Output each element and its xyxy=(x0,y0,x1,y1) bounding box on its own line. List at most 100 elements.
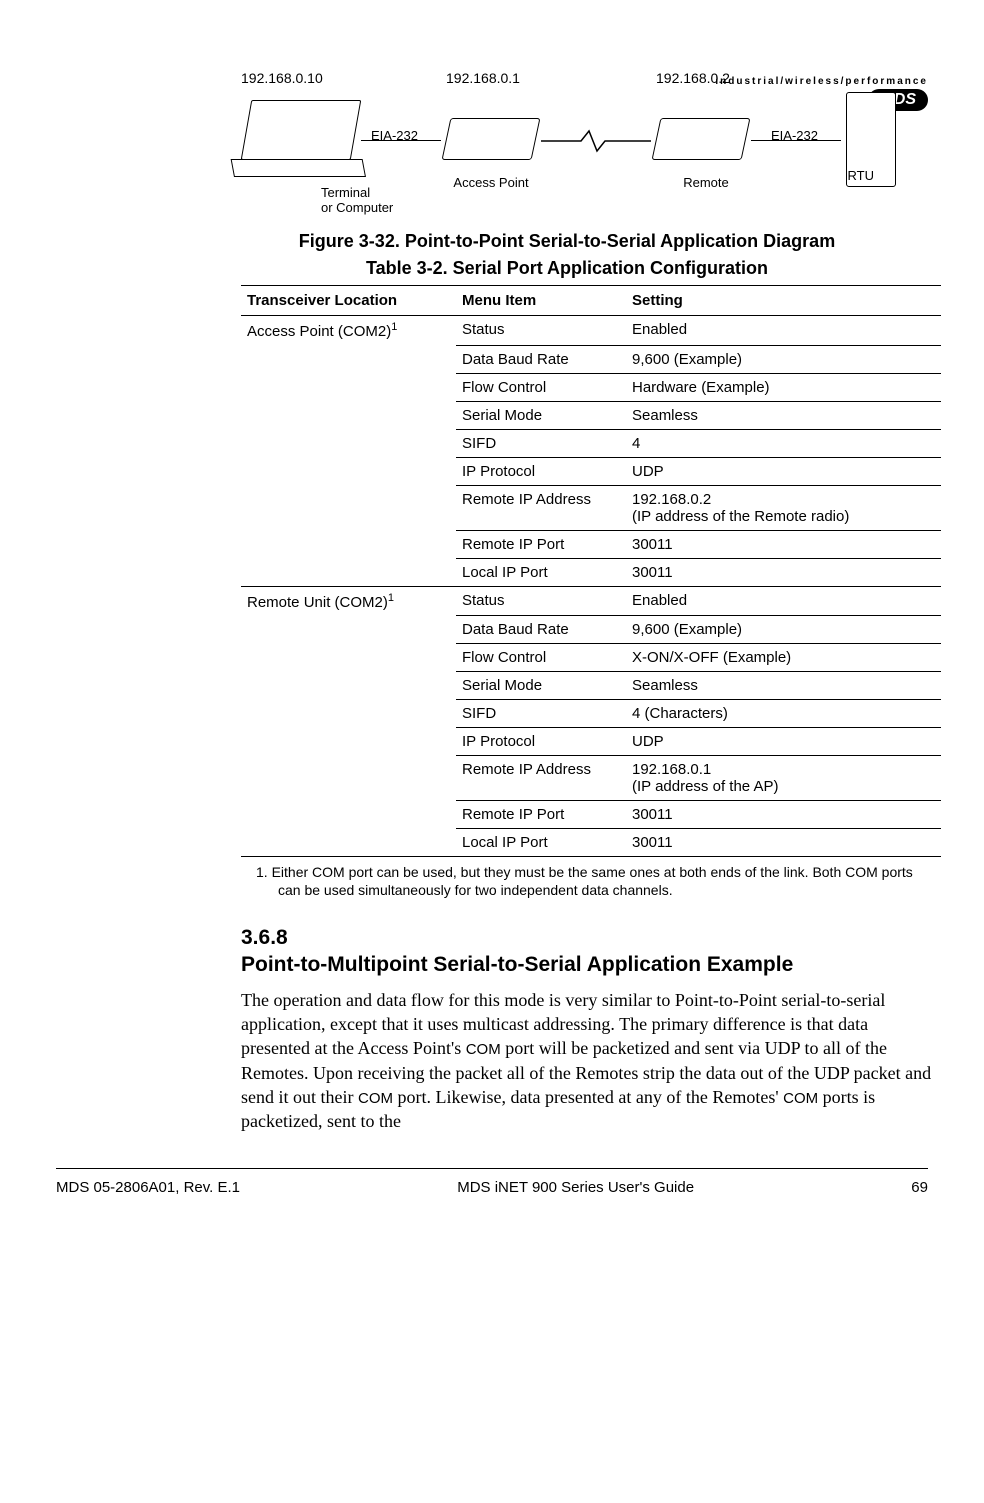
table-row: Data Baud Rate9,600 (Example) xyxy=(241,345,941,373)
cell-menu: Flow Control xyxy=(456,373,626,401)
remote-shape xyxy=(652,118,751,160)
cell-menu: Status xyxy=(456,316,626,346)
cell-menu: Remote IP Address xyxy=(456,485,626,530)
cell-setting: Hardware (Example) xyxy=(626,373,941,401)
section-body: The operation and data flow for this mod… xyxy=(241,988,941,1134)
section-title: Point-to-Multipoint Serial-to-Serial App… xyxy=(241,952,871,978)
table-row: Local IP Port30011 xyxy=(241,558,941,586)
cell-location xyxy=(241,429,456,457)
cell-setting: Enabled xyxy=(626,316,941,346)
table-row: Data Baud Rate9,600 (Example) xyxy=(241,616,941,644)
cell-location xyxy=(241,457,456,485)
cell-location: Access Point (COM2)1 xyxy=(241,316,456,346)
table-row: Remote IP Address192.168.0.1 (IP address… xyxy=(241,756,941,801)
table-row: Serial ModeSeamless xyxy=(241,401,941,429)
cell-menu: Data Baud Rate xyxy=(456,616,626,644)
cell-setting: Seamless xyxy=(626,401,941,429)
table-row: SIFD4 xyxy=(241,429,941,457)
figure-caption: Figure 3-32. Point-to-Point Serial-to-Se… xyxy=(206,231,928,252)
cell-menu: Data Baud Rate xyxy=(456,345,626,373)
access-point-shape xyxy=(442,118,541,160)
table-row: Flow ControlHardware (Example) xyxy=(241,373,941,401)
page-footer: MDS 05-2806A01, Rev. E.1 MDS iNET 900 Se… xyxy=(56,1168,928,1212)
table-row: Remote IP Port30011 xyxy=(241,530,941,558)
cell-setting: UDP xyxy=(626,457,941,485)
cell-setting: 192.168.0.2 (IP address of the Remote ra… xyxy=(626,485,941,530)
cell-location xyxy=(241,801,456,829)
cell-location: Remote Unit (COM2)1 xyxy=(241,586,456,616)
footer-center: MDS iNET 900 Series User's Guide xyxy=(457,1179,694,1196)
footer-right: 69 xyxy=(911,1179,928,1196)
page: industrial/wireless/performance MDS 192.… xyxy=(0,70,984,1212)
cell-setting: 30011 xyxy=(626,801,941,829)
table-row: Flow ControlX-ON/X-OFF (Example) xyxy=(241,644,941,672)
table-row: IP ProtocolUDP xyxy=(241,728,941,756)
cell-menu: Remote IP Port xyxy=(456,530,626,558)
cell-menu: Remote IP Address xyxy=(456,756,626,801)
cell-location xyxy=(241,373,456,401)
cell-menu: IP Protocol xyxy=(456,728,626,756)
cell-setting: 4 xyxy=(626,429,941,457)
ip-remote: 192.168.0.2 xyxy=(656,70,730,86)
cell-setting: UDP xyxy=(626,728,941,756)
cell-menu: Serial Mode xyxy=(456,401,626,429)
table-row: Remote IP Port30011 xyxy=(241,801,941,829)
cell-menu: Serial Mode xyxy=(456,672,626,700)
table-row: Remote IP Address192.168.0.2 (IP address… xyxy=(241,485,941,530)
footnote-num: 1. xyxy=(256,864,268,880)
cell-setting: 9,600 (Example) xyxy=(626,616,941,644)
table-row: SIFD4 (Characters) xyxy=(241,700,941,728)
th-menu: Menu Item xyxy=(456,286,626,316)
terminal-shape xyxy=(241,100,362,160)
label-ap: Access Point xyxy=(441,175,541,190)
table-caption: Table 3-2. Serial Port Application Confi… xyxy=(206,258,928,279)
cell-setting: 192.168.0.1 (IP address of the AP) xyxy=(626,756,941,801)
footer-left: MDS 05-2806A01, Rev. E.1 xyxy=(56,1179,240,1196)
cell-location xyxy=(241,558,456,586)
label-remote: Remote xyxy=(671,175,741,190)
cell-location xyxy=(241,728,456,756)
section-heading: 3.6.8Point-to-Multipoint Serial-to-Seria… xyxy=(241,925,928,978)
cell-setting: 9,600 (Example) xyxy=(626,345,941,373)
ip-ap: 192.168.0.1 xyxy=(446,70,520,86)
cell-menu: Status xyxy=(456,586,626,616)
table-row: Local IP Port30011 xyxy=(241,829,941,857)
cell-menu: Flow Control xyxy=(456,644,626,672)
label-eia232-right: EIA-232 xyxy=(771,128,818,143)
th-setting: Setting xyxy=(626,286,941,316)
cell-location xyxy=(241,756,456,801)
wireless-link-icon xyxy=(541,128,651,154)
table-row: IP ProtocolUDP xyxy=(241,457,941,485)
table-row: Access Point (COM2)1StatusEnabled xyxy=(241,316,941,346)
table-row: Remote Unit (COM2)1StatusEnabled xyxy=(241,586,941,616)
table-row: Serial ModeSeamless xyxy=(241,672,941,700)
label-eia232-left: EIA-232 xyxy=(371,128,418,143)
footnote-text: Either COM port can be used, but they mu… xyxy=(272,864,913,898)
table-header-row: Transceiver Location Menu Item Setting xyxy=(241,286,941,316)
network-diagram: 192.168.0.10 192.168.0.1 192.168.0.2 EIA… xyxy=(241,70,941,225)
cell-setting: 4 (Characters) xyxy=(626,700,941,728)
cell-menu: Local IP Port xyxy=(456,558,626,586)
cell-setting: X-ON/X-OFF (Example) xyxy=(626,644,941,672)
cell-location xyxy=(241,616,456,644)
cell-location xyxy=(241,345,456,373)
label-terminal: Terminal or Computer xyxy=(321,185,431,215)
cell-location xyxy=(241,700,456,728)
section-number: 3.6.8 xyxy=(241,925,299,951)
cell-menu: Remote IP Port xyxy=(456,801,626,829)
cell-location xyxy=(241,672,456,700)
cell-setting: Seamless xyxy=(626,672,941,700)
cell-location xyxy=(241,829,456,857)
cell-menu: Local IP Port xyxy=(456,829,626,857)
label-rtu: RTU xyxy=(834,168,874,183)
cell-location xyxy=(241,485,456,530)
table-footnote: 1. Either COM port can be used, but they… xyxy=(256,863,926,899)
cell-setting: 30011 xyxy=(626,530,941,558)
cell-setting: 30011 xyxy=(626,829,941,857)
config-table: Transceiver Location Menu Item Setting A… xyxy=(241,285,941,857)
cell-location xyxy=(241,644,456,672)
cell-setting: Enabled xyxy=(626,586,941,616)
ip-terminal: 192.168.0.10 xyxy=(241,70,323,86)
th-location: Transceiver Location xyxy=(241,286,456,316)
cell-setting: 30011 xyxy=(626,558,941,586)
